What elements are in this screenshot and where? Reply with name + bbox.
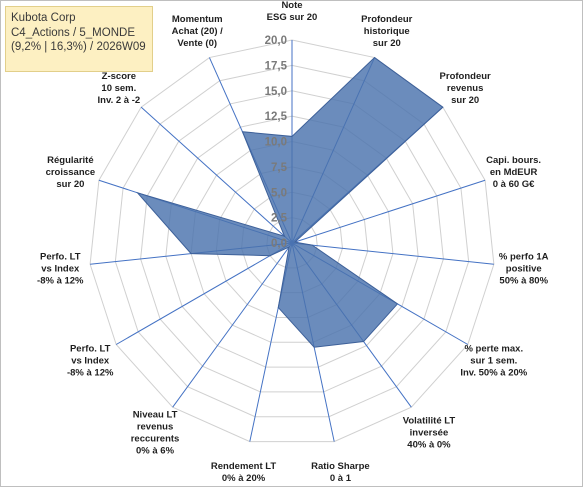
axis-spoke [291, 242, 494, 265]
grid-layer [89, 39, 495, 443]
axis-label: Profondeur historique sur 20 [361, 14, 412, 49]
tick-label: 20,0 [265, 35, 287, 47]
grid-ring [114, 64, 470, 418]
axis-label: Profondeur revenus sur 20 [440, 71, 491, 106]
tick-label: 15,0 [265, 86, 287, 98]
axis-label: Régularité croissance sur 20 [46, 155, 96, 190]
grid-ring [165, 115, 419, 368]
axis-label: Momentum Achat (20) / Vente (0) [172, 14, 224, 49]
grid-ring [89, 39, 495, 443]
tick-label: 10,0 [265, 137, 287, 149]
axis-label: Volatilité LT inversée 40% à 0% [403, 416, 456, 451]
title-line-3: (9,2% | 16,3%) / 2026W09 [11, 41, 146, 53]
axis-label: Ratio Sharpe 0 à 1 [311, 461, 370, 484]
axis-label: Note ESG sur 20 [267, 1, 318, 23]
tick-label: 17,5 [265, 60, 288, 72]
title-line-2: C4_Actions / 5_MONDE [11, 26, 135, 39]
axis-label: % perte max. sur 1 sem. Inv. 50% à 20% [460, 344, 527, 379]
label-layer: Note ESG sur 20 Profondeur historique sur 20… [37, 1, 549, 484]
axis-label: Capi. bours. en MdEUR 0 à 60 G€ [486, 155, 541, 190]
tick-label: 0,0 [271, 238, 287, 250]
axis-label: Rendement LT 0% à 20% [211, 461, 276, 484]
axis-spoke [291, 179, 486, 244]
tick-label: 7,5 [271, 162, 288, 174]
chart-title-box: Kubota Corp C4_Actions / 5_MONDE (9,2% |… [5, 6, 153, 72]
grid-ring [140, 90, 444, 393]
tick-label: 5,0 [271, 187, 287, 199]
axis-spoke [172, 242, 293, 408]
axis-label: Z-score 10 sem. Inv. 2 à -2 [98, 71, 141, 106]
axis-label: Perfo. LT vs Index -8% à 12% [67, 344, 114, 379]
axis-label: Perfo. LT vs Index -8% à 12% [37, 251, 84, 286]
tick-label: 12,5 [265, 111, 288, 123]
axis-label: Niveau LT revenus reccurents 0% à 6% [131, 410, 180, 457]
grid-ring [190, 140, 394, 343]
title-line-1: Kubota Corp [11, 12, 76, 24]
tick-label: 2,5 [271, 213, 288, 225]
series-area [136, 56, 444, 348]
tick-layer: 0,0 2,5 5,0 7,5 10,0 12,5 15,0 17,5 20,0 [265, 35, 288, 250]
axis-label: % perfo 1A positive 50% à 80% [499, 251, 549, 286]
axis-spoke [140, 106, 293, 244]
series-layer [136, 56, 444, 348]
axis-spoke [115, 242, 293, 345]
